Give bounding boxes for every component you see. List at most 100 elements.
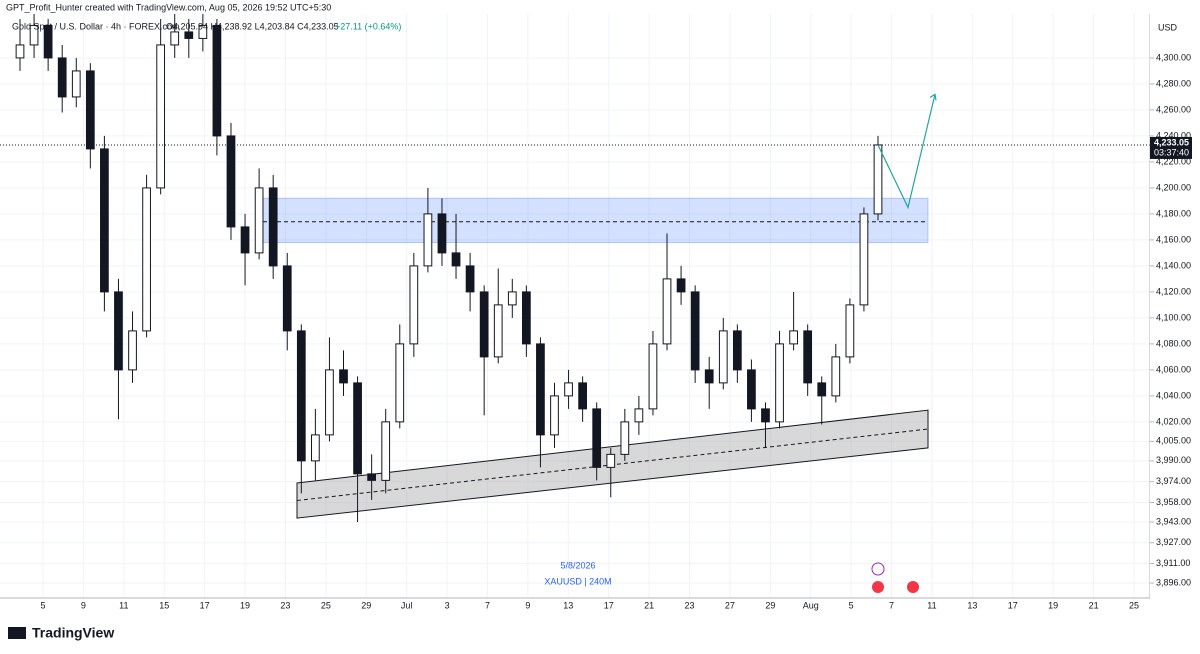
currency: USD [1158,22,1178,32]
candle-body [170,31,180,46]
y-tick-label: 3,927.00 [1156,537,1191,547]
event-flag[interactable] [907,581,919,593]
x-tick-label: 17 [604,600,614,610]
candle-body [550,395,559,436]
y-tick-label: 4,080.00 [1156,338,1191,348]
candle-body [704,369,714,384]
candle-body [437,213,447,254]
candle-body [57,57,67,98]
x-tick-label: 17 [200,600,210,610]
candle-body [240,226,250,254]
candle-body [212,24,222,137]
x-tick-label: 19 [240,600,250,610]
candle-body [676,278,686,293]
x-tick-label: 3 [445,600,450,610]
candle-body [409,265,419,345]
grid [0,14,1150,598]
candle-body [282,265,292,332]
y-tick-label: 4,240.00 [1156,130,1191,140]
candle-body [15,44,25,59]
candle-body [873,144,883,215]
candle-body [662,278,672,345]
credit: GPT_Profit_Hunter created with TradingVi… [6,2,331,12]
legend-ohlc: O4,205.94 H4,238.92 L4,203.84 C4,233.05 [166,21,339,31]
candles [15,13,883,522]
brand: TradingView [32,625,114,641]
candle-body [43,24,53,59]
event-flag[interactable] [872,581,884,593]
candle-body [859,213,869,306]
candle-body [381,421,391,481]
candle-body [226,135,236,228]
brand-logo [8,627,26,639]
candle-body [156,44,166,189]
x-axis: 5 9 11 15 17 19 23 25 29 Jul 3 7 9 13 17 21 23 27 29 Aug 5 7 1… [40,600,1139,610]
event-icon[interactable] [871,562,885,576]
candle-body [578,382,587,410]
x-tick-label: 25 [1129,600,1139,610]
header-band [0,0,1200,14]
x-tick-label: 25 [321,600,331,610]
candle-body [268,187,278,267]
candle-body [507,291,517,306]
candle-body [564,382,573,397]
y-tick-label: 3,974.00 [1156,476,1191,486]
x-tick-label: 7 [485,600,490,610]
x-tick-label: 23 [280,600,290,610]
candle-body [114,291,123,371]
candle-body [128,330,137,371]
x-tick-label: 9 [525,600,530,610]
candle-body [732,330,742,371]
x-tick-label: 11 [119,600,128,610]
x-tick-label: 17 [1008,600,1018,610]
candle-body [325,369,334,436]
y-tick-label: 3,896.00 [1156,577,1191,587]
candle-body [311,434,320,462]
projection-path [877,94,936,210]
candle-body [100,148,109,293]
last-price-label: 4,233.05 [1154,137,1189,147]
candle-body [592,408,602,468]
candle-body [198,24,208,39]
y-tick-label: 4,100.00 [1156,312,1191,322]
candle-body [789,330,798,345]
y-tick-label: 4,140.00 [1156,260,1191,270]
x-tick-label: 29 [765,600,775,610]
y-tick-label: 3,943.00 [1156,516,1191,526]
y-axis: 4,300.00 4,280.00 4,260.00 4,240.00 4,220.00… [1150,52,1191,587]
y-tick-label: 4,160.00 [1156,234,1191,244]
candle-body [353,382,362,475]
candle-body [85,70,95,150]
candle-body [71,70,81,98]
candle-body [536,343,545,436]
x-tick-label: 5 [849,600,854,610]
y-tick-label: 3,958.00 [1156,497,1191,507]
candle-body [451,252,461,267]
candle-body [395,343,405,423]
y-tick-label: 4,060.00 [1156,364,1191,374]
y-tick-label: 4,040.00 [1156,390,1191,400]
candle-body [521,291,531,345]
last-price-box [1150,136,1192,159]
footer-date: 5/8/2026 [560,560,595,570]
candle-body [747,369,756,410]
y-tick-label: 4,120.00 [1156,286,1191,296]
candle-body [296,330,306,462]
candle-body [634,408,644,423]
y-tick-label: 4,260.00 [1156,104,1191,114]
x-tick-label: 27 [725,600,735,610]
candle-body [775,343,784,423]
y-tick-label: 4,300.00 [1156,52,1191,62]
candle-body [423,213,433,267]
candle-body [817,382,827,397]
candle-body [479,291,489,358]
x-tick-label: 13 [967,600,977,610]
candle-body [620,421,630,455]
candle-body [831,356,841,397]
candle-body [606,453,616,468]
legend-symbol: Gold Spot / U.S. Dollar · 4h · FOREX.com [12,21,180,31]
candle-body [690,291,700,371]
x-tick-label: Jul [401,600,413,610]
